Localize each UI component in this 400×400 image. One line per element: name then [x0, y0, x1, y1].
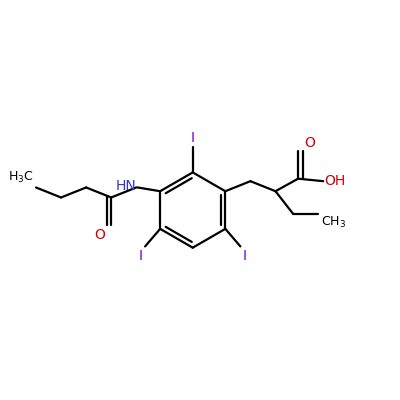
Text: O: O: [304, 136, 315, 150]
Text: I: I: [191, 131, 195, 145]
Text: CH$_3$: CH$_3$: [321, 215, 346, 230]
Text: HN: HN: [116, 179, 136, 193]
Text: I: I: [243, 249, 247, 263]
Text: H$_3$C: H$_3$C: [8, 170, 34, 185]
Text: O: O: [94, 228, 106, 242]
Text: I: I: [138, 249, 142, 263]
Text: OH: OH: [324, 174, 346, 188]
